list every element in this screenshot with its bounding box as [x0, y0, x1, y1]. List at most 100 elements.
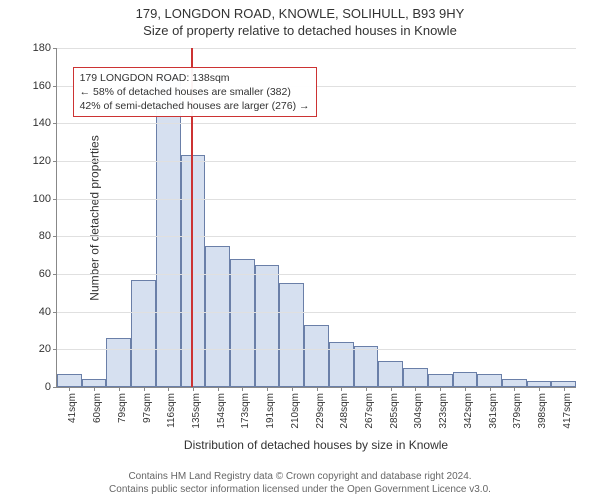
- x-tick-label: 97sqm: [142, 393, 153, 423]
- y-tick-label: 140: [33, 117, 51, 129]
- y-tick-mark: [53, 274, 57, 275]
- x-tick-label: 248sqm: [339, 393, 350, 429]
- gridline: [57, 274, 576, 275]
- footer: Contains HM Land Registry data © Crown c…: [0, 471, 600, 496]
- y-tick-mark: [53, 312, 57, 313]
- annotation-box: 179 LONGDON ROAD: 138sqm ← 58% of detach…: [73, 67, 317, 118]
- bar: [279, 283, 304, 387]
- bar: [502, 379, 527, 387]
- gridline: [57, 349, 576, 350]
- x-tick-label: 79sqm: [117, 393, 128, 423]
- chart: Number of detached properties 179 LONGDO…: [56, 48, 576, 388]
- bar: [354, 346, 379, 387]
- gridline: [57, 123, 576, 124]
- bar: [82, 379, 107, 387]
- x-tick-mark: [144, 387, 145, 391]
- bar: [57, 374, 82, 387]
- x-tick-mark: [218, 387, 219, 391]
- y-tick-mark: [53, 349, 57, 350]
- bar: [131, 280, 156, 387]
- bar: [230, 259, 255, 387]
- x-tick-label: 135sqm: [191, 393, 202, 429]
- x-tick-mark: [119, 387, 120, 391]
- bar: [156, 78, 181, 387]
- bar: [106, 338, 131, 387]
- x-tick-mark: [317, 387, 318, 391]
- x-tick-label: 173sqm: [240, 393, 251, 429]
- x-tick-label: 267sqm: [364, 393, 375, 429]
- bar: [403, 368, 428, 387]
- footer-line-1: Contains HM Land Registry data © Crown c…: [0, 471, 600, 484]
- annotation-line-3: 42% of semi-detached houses are larger (…: [80, 99, 310, 113]
- x-tick-label: 60sqm: [92, 393, 103, 423]
- gridline: [57, 236, 576, 237]
- x-tick-mark: [292, 387, 293, 391]
- x-tick-mark: [242, 387, 243, 391]
- x-tick-label: 361sqm: [488, 393, 499, 429]
- bar: [453, 372, 478, 387]
- y-tick-mark: [53, 86, 57, 87]
- bar: [304, 325, 329, 387]
- gridline: [57, 199, 576, 200]
- bar: [181, 155, 206, 387]
- y-tick-label: 100: [33, 193, 51, 205]
- x-tick-mark: [514, 387, 515, 391]
- x-tick-mark: [193, 387, 194, 391]
- header: 179, LONGDON ROAD, KNOWLE, SOLIHULL, B93…: [0, 0, 600, 40]
- y-tick-label: 40: [39, 306, 51, 318]
- y-tick-mark: [53, 161, 57, 162]
- x-tick-label: 323sqm: [438, 393, 449, 429]
- x-tick-label: 154sqm: [216, 393, 227, 429]
- x-tick-mark: [341, 387, 342, 391]
- address-title: 179, LONGDON ROAD, KNOWLE, SOLIHULL, B93…: [0, 6, 600, 23]
- x-tick-label: 417sqm: [562, 393, 573, 429]
- x-tick-label: 41sqm: [67, 393, 78, 423]
- y-tick-mark: [53, 387, 57, 388]
- y-tick-label: 180: [33, 42, 51, 54]
- y-tick-mark: [53, 123, 57, 124]
- x-tick-mark: [168, 387, 169, 391]
- y-tick-label: 160: [33, 80, 51, 92]
- x-tick-mark: [267, 387, 268, 391]
- plot-area: 179 LONGDON ROAD: 138sqm ← 58% of detach…: [56, 48, 576, 388]
- x-tick-mark: [490, 387, 491, 391]
- y-tick-label: 20: [39, 343, 51, 355]
- x-tick-label: 304sqm: [413, 393, 424, 429]
- x-tick-label: 191sqm: [265, 393, 276, 429]
- bar: [205, 246, 230, 387]
- x-tick-label: 210sqm: [290, 393, 301, 429]
- y-tick-label: 60: [39, 268, 51, 280]
- annotation-line-1: 179 LONGDON ROAD: 138sqm: [80, 71, 310, 85]
- annotation-line-2: ← 58% of detached houses are smaller (38…: [80, 85, 310, 99]
- footer-line-2: Contains public sector information licen…: [0, 484, 600, 497]
- y-tick-label: 80: [39, 230, 51, 242]
- x-tick-mark: [366, 387, 367, 391]
- x-tick-label: 342sqm: [463, 393, 474, 429]
- x-tick-label: 398sqm: [537, 393, 548, 429]
- x-tick-mark: [564, 387, 565, 391]
- x-tick-label: 116sqm: [166, 393, 177, 428]
- bar: [255, 265, 280, 387]
- x-tick-mark: [94, 387, 95, 391]
- subtitle: Size of property relative to detached ho…: [0, 23, 600, 40]
- y-tick-mark: [53, 199, 57, 200]
- x-tick-mark: [415, 387, 416, 391]
- x-axis-label: Distribution of detached houses by size …: [184, 438, 448, 452]
- x-tick-label: 229sqm: [315, 393, 326, 429]
- x-tick-mark: [440, 387, 441, 391]
- x-tick-mark: [465, 387, 466, 391]
- y-tick-mark: [53, 48, 57, 49]
- bar: [428, 374, 453, 387]
- gridline: [57, 48, 576, 49]
- gridline: [57, 312, 576, 313]
- bar: [477, 374, 502, 387]
- gridline: [57, 161, 576, 162]
- x-tick-label: 285sqm: [389, 393, 400, 429]
- bar: [378, 361, 403, 387]
- x-tick-label: 379sqm: [512, 393, 523, 429]
- y-tick-mark: [53, 236, 57, 237]
- x-tick-mark: [391, 387, 392, 391]
- y-tick-label: 0: [45, 381, 51, 393]
- y-tick-label: 120: [33, 155, 51, 167]
- x-tick-mark: [539, 387, 540, 391]
